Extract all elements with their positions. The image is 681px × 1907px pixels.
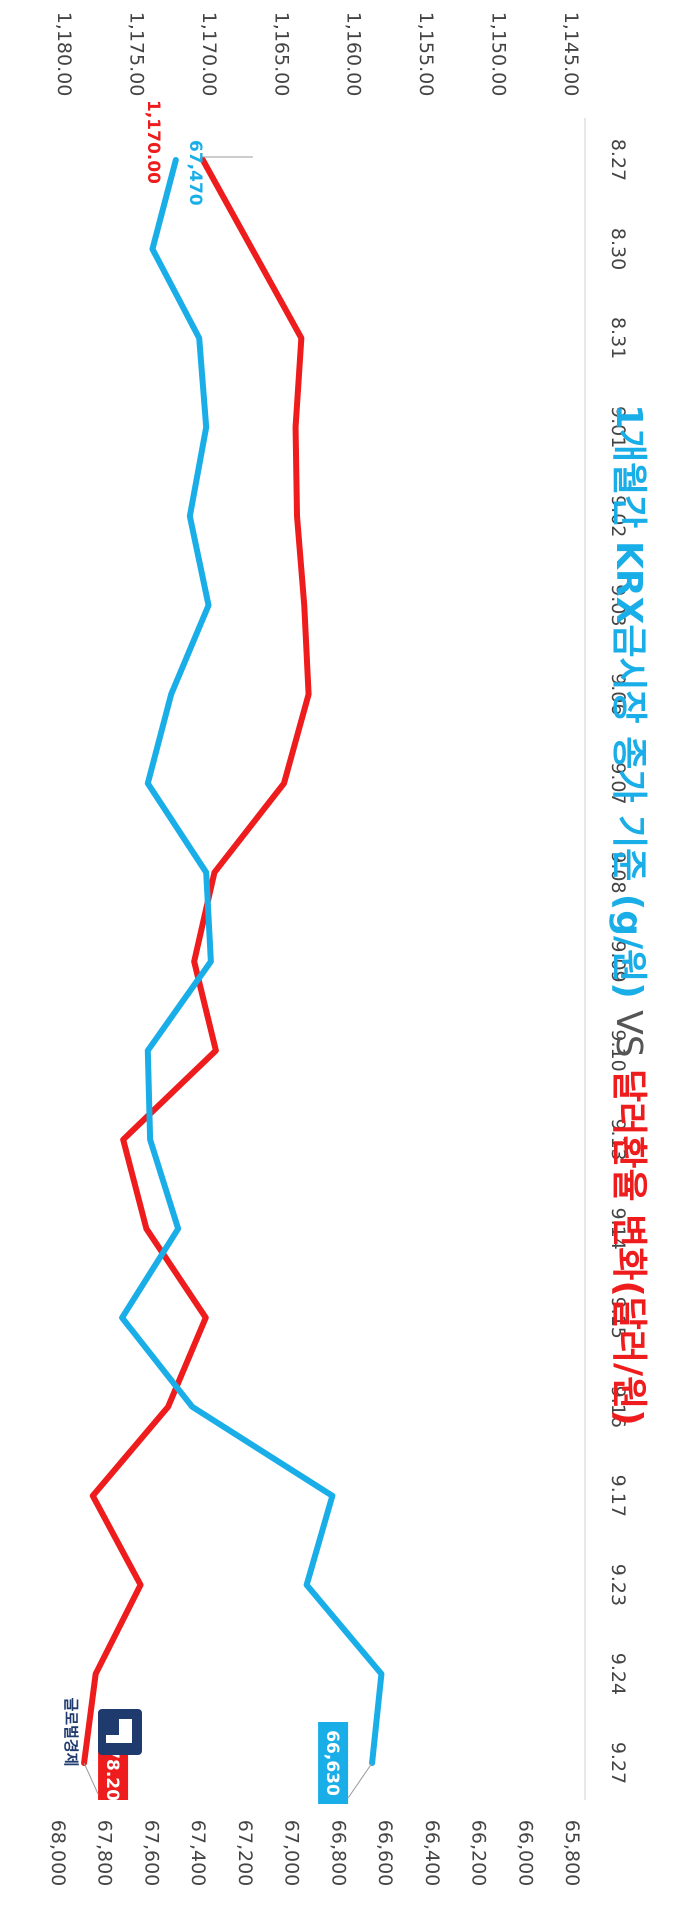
gold-data-label: 66,630 [322,1730,342,1796]
category-tick-label: 9.27 [607,1742,629,1784]
exchange-rate-point [167,1406,169,1408]
gold-axis-tick: 65,800 [561,1820,583,1886]
exchange-rate-point [202,159,204,161]
gold-price-point [208,604,210,606]
gold-price-point [205,426,207,428]
lines-layer [81,157,385,1766]
exchange-rate-point [92,1495,94,1497]
gold-price-point [198,337,200,339]
gold-price-point [151,248,153,250]
category-tick-label: 9.02 [607,495,629,537]
title-part-2: 달러환율 변화(달러/원) [608,1069,649,1426]
gold-axis-tick: 66,400 [421,1820,443,1886]
category-tick-label: 8.31 [607,317,629,359]
gold-axis-tick: 66,200 [468,1820,490,1886]
gold-axis-tick: 66,000 [514,1820,536,1886]
brand-logo-notch [106,1719,119,1735]
title-part-1: VS [608,999,649,1069]
exchange-rate-point [215,1050,217,1052]
gold-axis-tick: 67,400 [187,1820,209,1886]
gold-price-point [147,782,149,784]
exchange-rate-point [303,604,305,606]
gold-price-point [331,1495,333,1497]
category-tick-label: 9.06 [607,673,629,715]
category-tick-label: 9.13 [607,1118,629,1160]
category-tick-label: 8.27 [607,139,629,181]
exchange-rate-point [205,1317,207,1319]
exchange-rate-point [145,1228,147,1230]
gold-axis-tick: 68,000 [47,1820,69,1886]
category-tick-label: 8.30 [607,228,629,270]
category-tick-label: 9.03 [607,584,629,626]
gold-price-point [147,1050,149,1052]
exchange-axis-tick: 1,160.00 [343,12,365,97]
exchange-axis-tick: 1,150.00 [488,12,510,97]
category-tick-label: 9.14 [607,1208,629,1250]
brand-name: 글로벌경제 [62,1697,80,1766]
leader-line [347,1762,373,1799]
exchange-rate-line [81,157,312,1766]
category-tick-label: 9.09 [607,940,629,982]
leader-line [83,1762,99,1795]
gold-price-point [149,1139,151,1141]
axes-layer: 8.27 8.30 8.31 9.01 9.02 9.03 9.06 9.07 9.08 9.09… [47,12,629,1887]
exchange-rate-point [300,337,302,339]
gold-price-point [177,1228,179,1230]
exchange-rate-point [308,693,310,695]
title-part-0: 1개월간 KRX금시장 종가 기준 (g/원) [608,404,649,999]
brand-logo: 글로벌경제 [62,1697,142,1767]
gold-price-point [205,871,207,873]
chart-title: 1개월간 KRX금시장 종가 기준 (g/원) VS 달러환율 변화(달러/원) [608,404,649,1426]
gold-price-point [121,1317,123,1319]
exchange-axis-tick: 1,170.00 [198,12,220,97]
exchange-axis-tick: 1,180.00 [53,12,75,97]
gold-price-point [175,159,177,161]
exchange-rate-point [213,871,215,873]
exchange-rate-point [296,515,298,517]
category-tick-label: 9.08 [607,851,629,893]
category-tick-label: 9.16 [607,1386,629,1428]
exchange-axis-tick: 1,165.00 [270,12,292,97]
exchange-rate-point [193,961,195,962]
exchange-rate-point [283,782,285,784]
gold-price-point [306,1584,308,1586]
gold-price-point [191,1406,193,1408]
category-tick-label: 9.23 [607,1564,629,1606]
category-tick-label: 9.07 [607,762,629,804]
exchange-axis-tick: 1,155.00 [415,12,437,97]
category-tick-label: 9.24 [607,1653,629,1695]
gold-price-line [119,157,385,1766]
gold-axis-tick: 67,000 [281,1820,303,1886]
category-tick-label: 9.01 [607,406,629,448]
chart-title-text: 1개월간 KRX금시장 종가 기준 (g/원) VS 달러환율 변화(달러/원) [608,404,649,1426]
gold-axis-tick: 67,600 [140,1820,162,1886]
gold-price-point [210,961,212,962]
exchange-data-label: 1,170.00 [143,100,163,184]
exchange-axis-tick: 1,175.00 [125,12,147,97]
gold-axis-tick: 67,200 [234,1820,256,1886]
gold-price-point [380,1673,382,1675]
gold-axis-tick: 66,600 [374,1820,396,1886]
gold-axis-tick: 67,800 [94,1820,116,1886]
exchange-rate-point [251,248,253,250]
exchange-axis-tick: 1,145.00 [560,12,582,97]
gold-data-label: 67,470 [185,140,205,206]
gold-price-point [170,693,172,695]
exchange-rate-point [122,1139,124,1141]
category-tick-label: 9.17 [607,1475,629,1517]
exchange-rate-point [95,1673,97,1675]
category-tick-label: 9.10 [607,1029,629,1071]
gold-data-label-box [318,1722,349,1804]
exchange-rate-point [140,1584,142,1586]
gold-axis-tick: 66,800 [327,1820,349,1886]
exchange-rate-point [295,426,297,428]
gold-price-point [189,515,191,517]
category-tick-label: 9.15 [607,1297,629,1339]
